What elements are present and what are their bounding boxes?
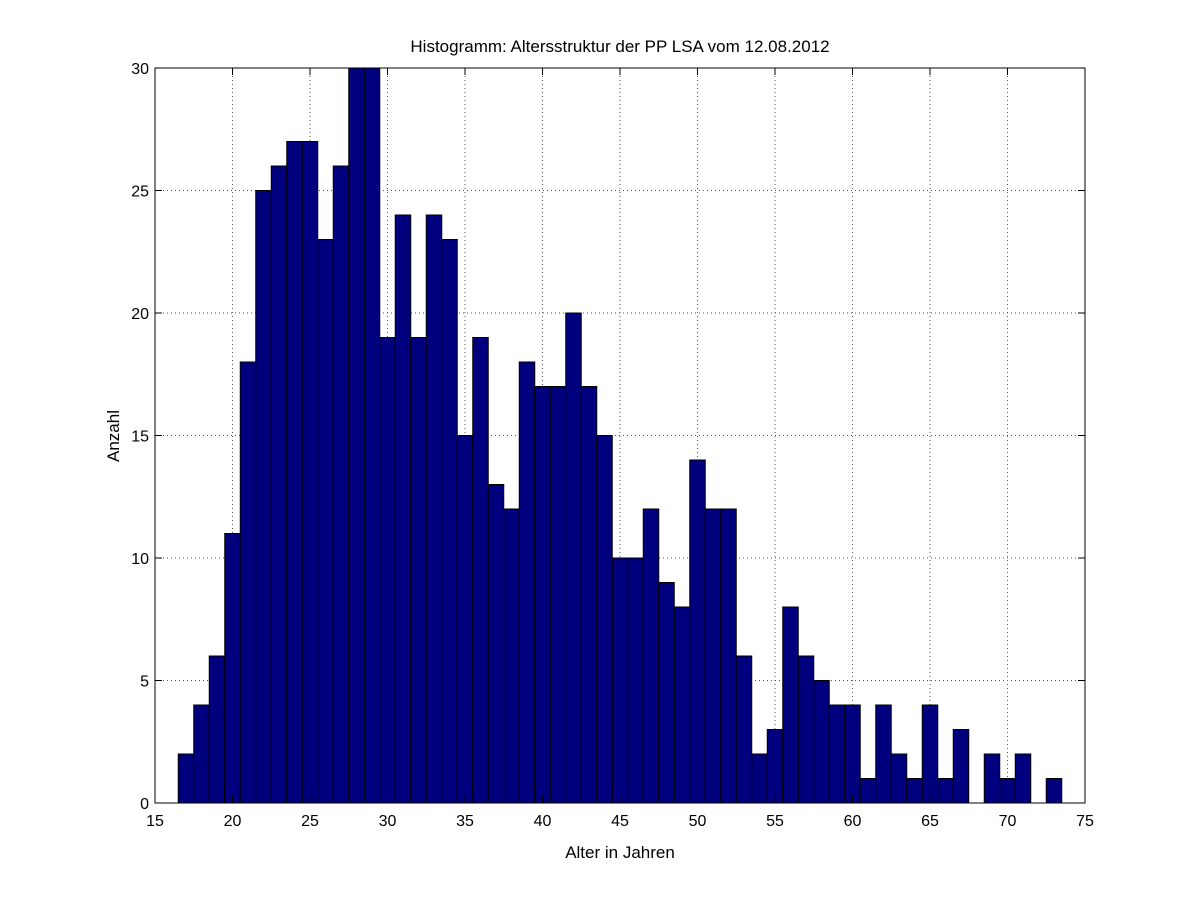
histogram-bar: [952, 729, 970, 804]
histogram-bar: [627, 557, 644, 804]
histogram-bar: [348, 67, 365, 804]
histogram-bar: [937, 778, 954, 804]
histogram-bar: [177, 753, 195, 804]
x-tick-label: 25: [301, 813, 319, 830]
histogram-bar: [689, 459, 706, 804]
histogram-bar: [394, 214, 412, 804]
histogram-bar: [580, 386, 598, 804]
y-tick-label: 25: [131, 184, 149, 201]
histogram-bar: [797, 655, 815, 804]
x-tick-label: 15: [146, 813, 164, 830]
histogram-bar: [270, 165, 288, 804]
x-tick-label: 35: [456, 813, 474, 830]
y-tick-label: 5: [140, 674, 149, 691]
x-tick-label: 70: [999, 813, 1017, 830]
histogram-bar: [317, 239, 334, 804]
x-tick-label: 65: [921, 813, 939, 830]
histogram-bar: [441, 239, 458, 804]
histogram-bar: [534, 386, 551, 804]
y-tick-label: 10: [131, 551, 149, 568]
x-tick-label: 45: [611, 813, 629, 830]
chart-title: Histogramm: Altersstruktur der PP LSA vo…: [410, 37, 829, 56]
histogram-bar: [875, 704, 892, 804]
y-axis-label: Anzahl: [104, 410, 123, 462]
histogram-bar: [487, 484, 505, 804]
y-tick-label: 20: [131, 306, 149, 323]
histogram-bar: [673, 606, 691, 804]
x-tick-label: 55: [766, 813, 784, 830]
histogram-bar: [983, 753, 1001, 804]
histogram-bar: [224, 533, 241, 804]
histogram-bar: [1045, 778, 1063, 804]
histogram-bar: [906, 778, 923, 804]
histogram-bar: [782, 606, 799, 804]
y-tick-label: 0: [140, 796, 149, 813]
histogram-bar: [425, 214, 443, 804]
histogram-bar: [813, 680, 830, 804]
histogram-bar: [642, 508, 660, 804]
x-tick-label: 20: [224, 813, 242, 830]
x-tick-label: 50: [689, 813, 707, 830]
x-tick-label: 30: [379, 813, 397, 830]
x-tick-label: 40: [534, 813, 552, 830]
histogram-bar: [503, 508, 520, 804]
histogram-bar: [720, 508, 737, 804]
histogram-bar: [658, 582, 675, 804]
histogram-bar: [286, 141, 303, 804]
histogram-bar: [735, 655, 753, 804]
histogram-bar: [751, 753, 768, 804]
histogram-bar: [193, 704, 210, 804]
histogram-bar: [766, 729, 784, 804]
axis-ticks: [154, 67, 1086, 804]
histogram-bar: [1014, 753, 1032, 804]
y-tick-label: 30: [131, 61, 149, 78]
histogram-bar: [332, 165, 350, 804]
histogram-bar: [456, 435, 474, 804]
histogram-bar: [596, 435, 613, 804]
x-axis-label: Alter in Jahren: [565, 843, 675, 862]
histogram-bar: [472, 337, 489, 804]
histogram-bar: [379, 337, 396, 804]
histogram-bar: [239, 361, 257, 804]
histogram-bar: [704, 508, 722, 804]
x-tick-label: 60: [844, 813, 862, 830]
x-tick-label: 75: [1076, 813, 1094, 830]
histogram-bar: [208, 655, 226, 804]
histogram-bar: [363, 67, 381, 804]
bars: [177, 67, 1063, 804]
histogram-bar: [301, 141, 319, 804]
y-tick-label: 15: [131, 429, 149, 446]
histogram-bar: [410, 337, 427, 804]
histogram-bar: [549, 386, 567, 804]
histogram-bar: [844, 704, 861, 804]
histogram-bar: [518, 361, 536, 804]
histogram-bar: [255, 190, 272, 804]
histogram-bar: [921, 704, 939, 804]
histogram-bar: [890, 753, 908, 804]
histogram-bar: [828, 704, 846, 804]
histogram-bar: [611, 557, 629, 804]
histogram-bar: [565, 312, 582, 804]
histogram-bar: [859, 778, 877, 804]
